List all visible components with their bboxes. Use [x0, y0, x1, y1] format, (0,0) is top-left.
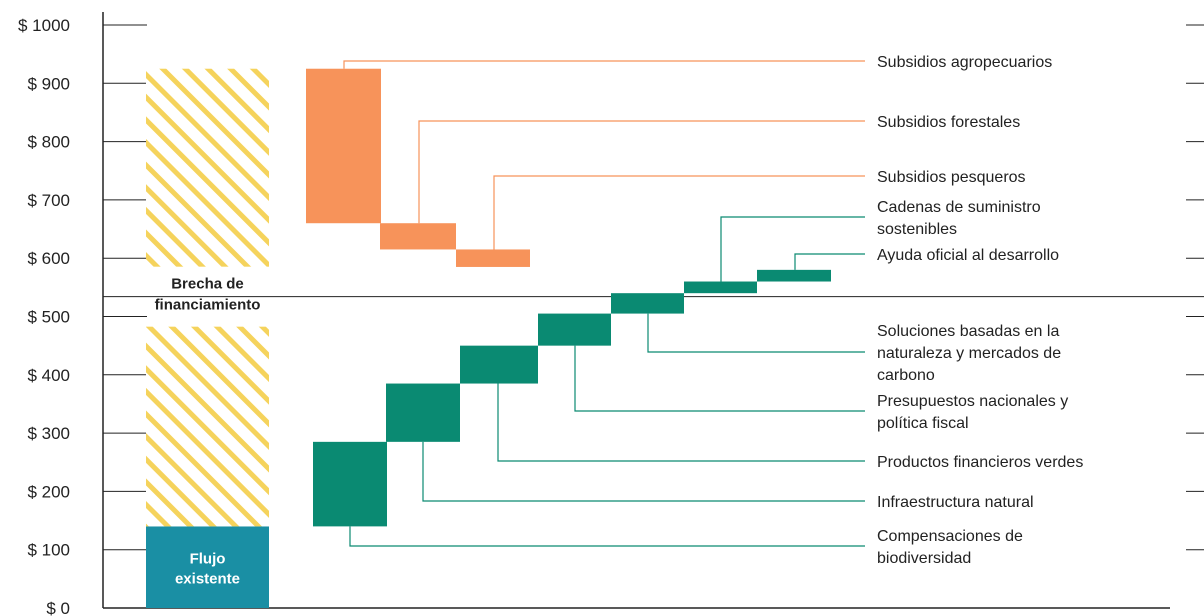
- existing-flow-bar: [146, 526, 269, 608]
- y-tick-labels: $ 0 $ 100 $ 200 $ 300 $ 400 $ 500 $ 600 $ 700 $ …: [18, 16, 70, 616]
- category-label-soluciones-basadas-en-la-naturaleza-y-mercados-de-carbono: Soluciones basadas en la naturaleza y mer…: [877, 323, 1061, 384]
- leader-line-cadenas-de-suministro-sostenibles: [720, 216, 865, 282]
- leader-lines: [343, 60, 865, 547]
- category-label-compensaciones-de-biodiversidad: Compensaciones de biodiversidad: [877, 528, 1023, 567]
- subsidy-bar-subsidios-pesqueros: [456, 249, 530, 267]
- leader-line-compensaciones-de-biodiversidad: [349, 526, 865, 547]
- solution-bar-compensaciones-de-biodiversidad: [313, 441, 387, 527]
- category-labels: Flujo existente Brecha de financiamiento Sub…: [155, 54, 1084, 587]
- leader-line-subsidios-forestales: [418, 120, 865, 224]
- leader-line-infraestructura-natural: [422, 441, 865, 502]
- y-tick-label: $ 400: [27, 366, 70, 385]
- subsidy-bar-subsidios-agropecuarios: [306, 68, 381, 224]
- category-label-productos-financieros-verdes: Productos financieros verdes: [877, 454, 1083, 471]
- y-tick-label: $ 500: [27, 308, 70, 327]
- y-tick-label: $ 200: [27, 482, 70, 501]
- existing-flow-label: Flujo existente: [175, 550, 240, 587]
- category-label-presupuestos-nacionales-y-politica-fiscal: Presupuestos nacionales y política fiscal: [877, 393, 1068, 432]
- leader-line-soluciones-basadas-en-la-naturaleza-y-mercados-de-carbono: [647, 313, 865, 353]
- bars: [146, 68, 831, 608]
- y-tick-label: $ 100: [27, 541, 70, 560]
- y-tick-label: $ 600: [27, 249, 70, 268]
- category-label-cadenas-de-suministro-sostenibles: Cadenas de suministro sostenibles: [877, 199, 1041, 238]
- leader-line-presupuestos-nacionales-y-politica-fiscal: [574, 345, 865, 412]
- leader-line-ayuda-oficial-al-desarrollo: [794, 253, 865, 270]
- financing-gap-label: Brecha de financiamiento: [155, 276, 261, 314]
- financing-gap-bar-upper: [146, 68, 269, 267]
- solution-bar-presupuestos-nacionales-y-politica-fiscal: [538, 313, 611, 346]
- leader-line-productos-financieros-verdes: [497, 383, 865, 462]
- category-label-subsidios-forestales: Subsidios forestales: [877, 114, 1020, 131]
- leader-line-subsidios-agropecuarios: [343, 60, 865, 69]
- solution-bar-cadenas-de-suministro-sostenibles: [684, 281, 757, 294]
- leader-line-subsidios-pesqueros: [493, 175, 865, 250]
- category-label-subsidios-agropecuarios: Subsidios agropecuarios: [877, 54, 1052, 71]
- financing-gap-bar-lower: [146, 326, 269, 527]
- solution-bar-infraestructura-natural: [386, 383, 460, 442]
- subsidy-bar-subsidios-forestales: [380, 223, 456, 250]
- y-tick-label: $ 1000: [18, 16, 70, 35]
- solution-bar-soluciones-basadas-en-la-naturaleza-y-mercados-de-carbono: [611, 293, 684, 314]
- category-label-infraestructura-natural: Infraestructura natural: [877, 494, 1034, 511]
- y-tick-label: $ 0: [46, 599, 70, 616]
- solution-bar-ayuda-oficial-al-desarrollo: [757, 269, 831, 282]
- y-tick-label: $ 300: [27, 424, 70, 443]
- axes: [102, 12, 1170, 609]
- category-label-ayuda-oficial-al-desarrollo: Ayuda oficial al desarrollo: [877, 247, 1059, 264]
- y-tick-label: $ 700: [27, 191, 70, 210]
- category-label-subsidios-pesqueros: Subsidios pesqueros: [877, 169, 1026, 186]
- y-tick-label: $ 900: [27, 74, 70, 93]
- y-tick-label: $ 800: [27, 133, 70, 152]
- solution-bar-productos-financieros-verdes: [460, 345, 538, 384]
